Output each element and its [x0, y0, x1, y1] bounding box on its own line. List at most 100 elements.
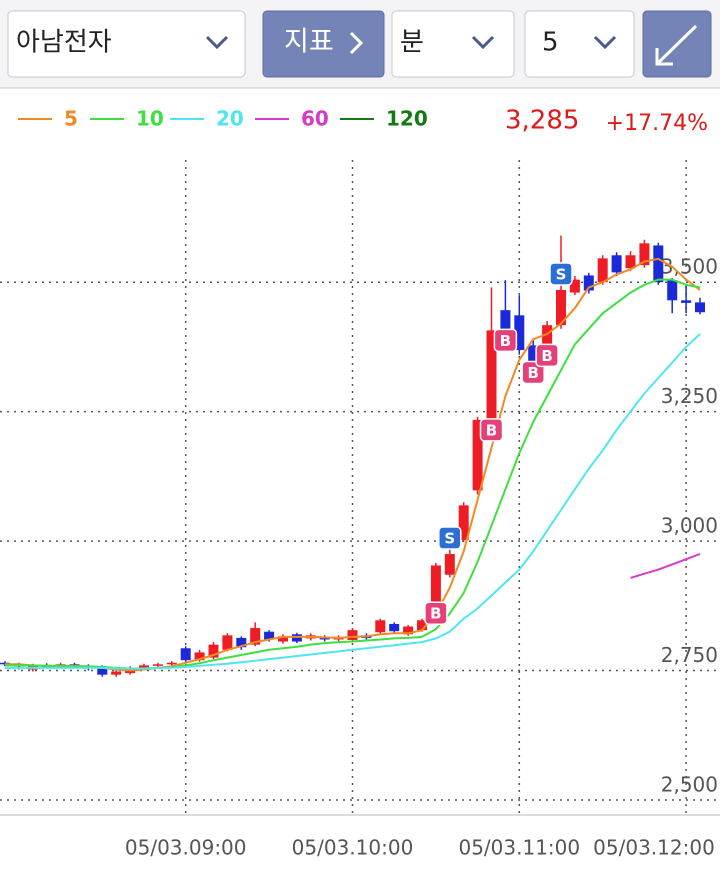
signal-marker: S [549, 262, 573, 286]
signal-label: S [444, 530, 455, 548]
chevron-down [205, 35, 229, 50]
y-tick-label: 3,250 [661, 384, 718, 408]
indicator-button[interactable]: 지표 [262, 10, 385, 78]
signal-box [424, 601, 448, 625]
signal-label: B [527, 364, 538, 382]
candle-body [514, 315, 525, 351]
dropdown-box [7, 10, 246, 78]
candle-body [667, 280, 678, 301]
legend-item: 60 [255, 107, 329, 131]
stock-name: 아남전자 [16, 28, 112, 58]
signal-box [438, 526, 462, 550]
legend-label: 10 [136, 107, 164, 131]
legend-item: 120 [340, 107, 428, 131]
candle-body [236, 637, 247, 648]
candle-body [152, 664, 163, 666]
candle-body [375, 620, 386, 633]
x-tick-label: 05/03.09:00 [125, 836, 247, 860]
candle-body [458, 505, 469, 541]
candle-body [222, 635, 233, 650]
legend-item: 10 [90, 107, 164, 131]
candle-body [347, 630, 358, 640]
signal-label: B [430, 605, 441, 623]
dropdown-box [391, 10, 515, 78]
price-change: +17.74% [606, 111, 708, 136]
chevron-right [349, 31, 364, 55]
candle-body [430, 565, 441, 604]
signal-marker: S [438, 526, 462, 550]
candle-body [180, 648, 191, 661]
candle-body [611, 255, 622, 273]
y-tick-label: 3,500 [661, 255, 718, 279]
candle-body [139, 665, 149, 668]
y-tick-label: 3,000 [661, 514, 718, 538]
last-price: 3,285 [505, 106, 579, 136]
candle-body [417, 620, 427, 631]
candle-body [625, 255, 636, 269]
signal-marker: B [493, 328, 518, 353]
candle-body [111, 671, 122, 675]
x-tick-label: 05/03.12:00 [593, 836, 715, 860]
candle-body [97, 666, 108, 675]
candle-body [278, 636, 288, 642]
candle-body [597, 258, 608, 283]
legend-label: 20 [216, 107, 244, 131]
candle-body [264, 631, 275, 640]
button-label: 지표 [284, 27, 334, 58]
candle-body [556, 289, 566, 326]
dropdown-box [524, 10, 635, 78]
x-tick-label: 05/03.10:00 [292, 836, 414, 860]
candle-body [403, 626, 414, 635]
candle-body [250, 628, 261, 645]
candle-body [653, 245, 664, 283]
button-box [262, 10, 385, 78]
interval-label: 5 [542, 28, 559, 58]
legend-item: 20 [170, 107, 244, 131]
x-tick-label: 05/03.11:00 [458, 836, 580, 860]
candle-body [639, 243, 650, 266]
unit-label: 분 [400, 28, 424, 58]
expand-button[interactable] [642, 10, 712, 78]
stock-dropdown[interactable]: 아남전자 [7, 10, 246, 78]
signal-box [521, 360, 545, 385]
candle-body [569, 279, 580, 293]
signal-marker: B [479, 418, 504, 442]
candle-body [486, 330, 497, 420]
candle-body [500, 310, 511, 331]
signal-box [549, 262, 573, 286]
chevron-down [593, 35, 617, 50]
signal-label: S [556, 265, 567, 283]
candle-body [695, 302, 705, 313]
candle-body [542, 325, 553, 346]
chevron-down [471, 35, 495, 50]
signal-marker: B [535, 343, 559, 368]
signal-box [535, 343, 559, 368]
legend-label: 60 [301, 107, 329, 131]
interval-dropdown[interactable]: 5 [524, 10, 635, 78]
signal-label: B [500, 332, 511, 350]
unit-dropdown[interactable]: 분 [391, 10, 515, 78]
legend-label: 120 [386, 107, 428, 131]
candle-body [681, 300, 692, 303]
ma-line [5, 257, 701, 672]
ma-line [630, 553, 701, 579]
candle-body [291, 634, 302, 642]
signal-marker: B [521, 360, 545, 385]
y-tick-label: 2,750 [661, 643, 718, 667]
candle-body [583, 275, 594, 291]
ma-line [5, 333, 701, 670]
signal-box [479, 418, 504, 442]
signal-marker: B [424, 601, 448, 625]
arrow-icon [655, 24, 698, 66]
candle-body [194, 652, 205, 661]
signal-box [493, 328, 518, 353]
candle-body [472, 419, 483, 491]
signal-label: B [541, 347, 552, 365]
candle-body [389, 623, 400, 632]
candle-body [208, 644, 219, 658]
candle-body [528, 345, 539, 363]
signal-label: B [486, 421, 497, 439]
candle-body [166, 662, 177, 665]
legend-item: 5 [18, 107, 78, 131]
